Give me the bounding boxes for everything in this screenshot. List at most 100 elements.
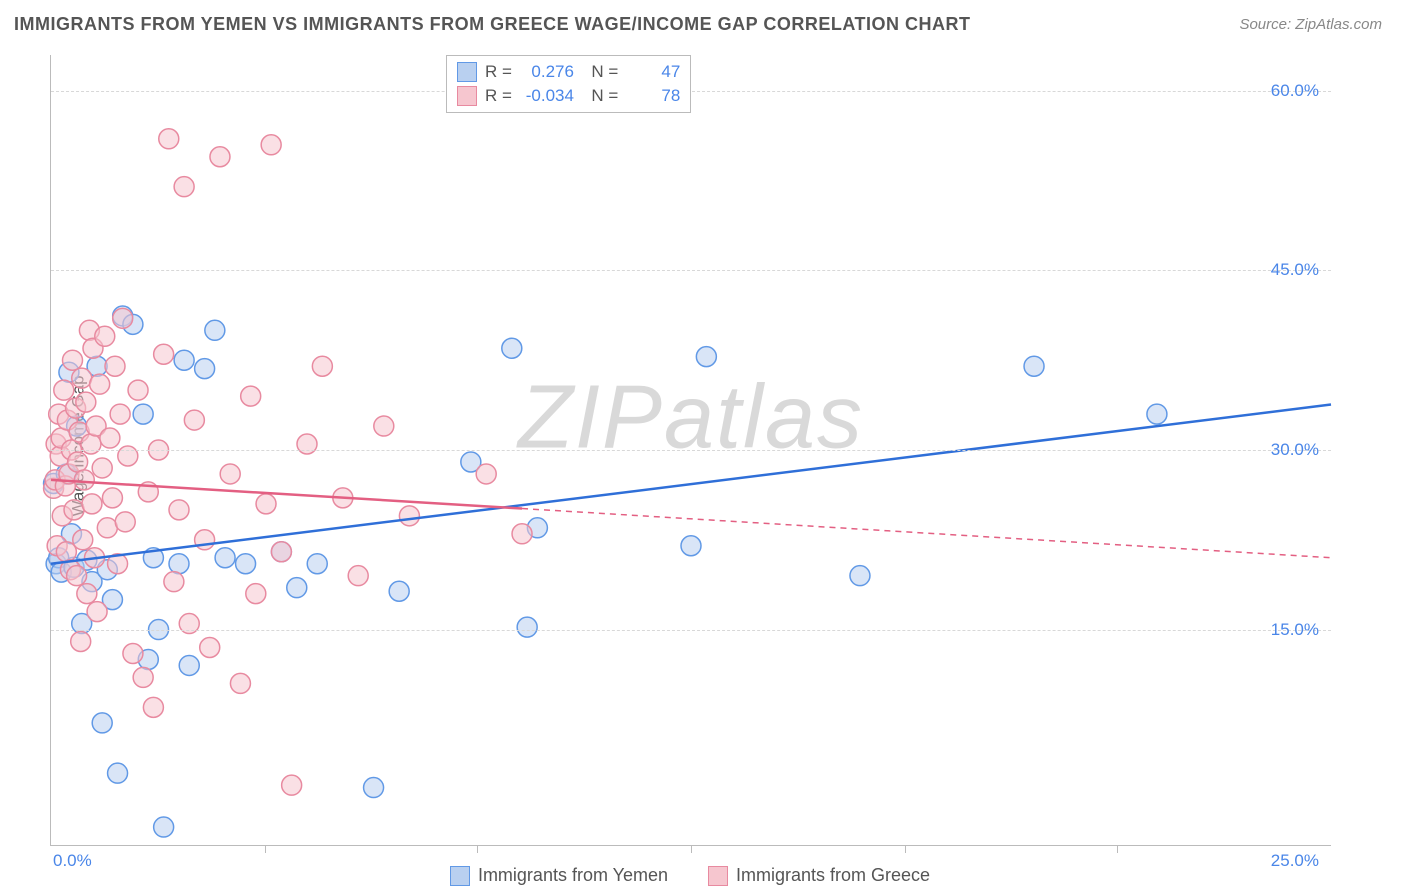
scatter-point xyxy=(364,778,384,798)
scatter-point xyxy=(236,554,256,574)
scatter-point xyxy=(307,554,327,574)
r-label: R = xyxy=(485,60,512,84)
scatter-point xyxy=(102,488,122,508)
scatter-point xyxy=(312,356,332,376)
swatch-icon xyxy=(457,86,477,106)
scatter-point xyxy=(195,359,215,379)
legend-row: R = -0.034 N = 78 xyxy=(457,84,680,108)
scatter-point xyxy=(502,338,522,358)
n-label: N = xyxy=(582,60,618,84)
scatter-point xyxy=(115,512,135,532)
series-legend: Immigrants from Yemen Immigrants from Gr… xyxy=(50,865,1330,886)
scatter-point xyxy=(205,320,225,340)
r-value: 0.276 xyxy=(520,60,574,84)
scatter-point xyxy=(1147,404,1167,424)
scatter-point xyxy=(128,380,148,400)
scatter-point xyxy=(154,817,174,837)
scatter-point xyxy=(63,350,83,370)
scatter-point xyxy=(374,416,394,436)
scatter-point xyxy=(348,566,368,586)
scatter-point xyxy=(133,667,153,687)
legend-item: Immigrants from Yemen xyxy=(450,865,668,886)
scatter-point xyxy=(54,380,74,400)
scatter-point xyxy=(1024,356,1044,376)
scatter-point xyxy=(95,326,115,346)
scatter-point xyxy=(399,506,419,526)
scatter-point xyxy=(159,129,179,149)
scatter-point xyxy=(210,147,230,167)
n-value: 47 xyxy=(626,60,680,84)
scatter-point xyxy=(512,524,532,544)
swatch-icon xyxy=(457,62,477,82)
scatter-point xyxy=(164,572,184,592)
r-label: R = xyxy=(485,84,512,108)
correlation-legend: R = 0.276 N = 47 R = -0.034 N = 78 xyxy=(446,55,691,113)
chart-title: IMMIGRANTS FROM YEMEN VS IMMIGRANTS FROM… xyxy=(14,14,971,35)
scatter-point xyxy=(76,392,96,412)
scatter-point xyxy=(105,356,125,376)
scatter-point xyxy=(287,578,307,598)
scatter-point xyxy=(72,368,92,388)
y-tick-label: 15.0% xyxy=(1271,620,1319,640)
scatter-point xyxy=(67,566,87,586)
scatter-point xyxy=(174,350,194,370)
scatter-point xyxy=(71,632,91,652)
legend-item: Immigrants from Greece xyxy=(708,865,930,886)
n-label: N = xyxy=(582,84,618,108)
scatter-point xyxy=(261,135,281,155)
source-label: Source: ZipAtlas.com xyxy=(1239,16,1382,33)
scatter-point xyxy=(97,518,117,538)
scatter-point xyxy=(246,584,266,604)
scatter-point xyxy=(215,548,235,568)
legend-row: R = 0.276 N = 47 xyxy=(457,60,680,84)
scatter-point xyxy=(143,697,163,717)
scatter-point xyxy=(195,530,215,550)
scatter-point xyxy=(92,713,112,733)
scatter-point xyxy=(220,464,240,484)
scatter-point xyxy=(68,452,88,472)
scatter-point xyxy=(110,404,130,424)
scatter-point xyxy=(92,458,112,478)
scatter-point xyxy=(64,500,84,520)
scatter-point xyxy=(123,643,143,663)
y-tick-label: 60.0% xyxy=(1271,81,1319,101)
scatter-point xyxy=(154,344,174,364)
scatter-point xyxy=(297,434,317,454)
scatter-point xyxy=(271,542,291,562)
legend-label: Immigrants from Yemen xyxy=(478,865,668,886)
legend-label: Immigrants from Greece xyxy=(736,865,930,886)
scatter-point xyxy=(389,581,409,601)
scatter-point xyxy=(200,638,220,658)
scatter-point xyxy=(108,763,128,783)
y-tick-label: 30.0% xyxy=(1271,440,1319,460)
scatter-point xyxy=(476,464,496,484)
scatter-point xyxy=(133,404,153,424)
scatter-point xyxy=(850,566,870,586)
scatter-point xyxy=(230,673,250,693)
scatter-point xyxy=(174,177,194,197)
scatter-point xyxy=(256,494,276,514)
scatter-point xyxy=(82,494,102,514)
y-tick-label: 45.0% xyxy=(1271,260,1319,280)
swatch-icon xyxy=(450,866,470,886)
scatter-point xyxy=(74,470,94,490)
scatter-point xyxy=(169,500,189,520)
scatter-point xyxy=(184,410,204,430)
scatter-point xyxy=(113,308,133,328)
scatter-point xyxy=(81,434,101,454)
scatter-point xyxy=(87,602,107,622)
scatter-point xyxy=(179,614,199,634)
scatter-point xyxy=(90,374,110,394)
swatch-icon xyxy=(708,866,728,886)
scatter-point xyxy=(169,554,189,574)
scatter-point xyxy=(73,530,93,550)
scatter-point xyxy=(282,775,302,795)
scatter-point xyxy=(100,428,120,448)
n-value: 78 xyxy=(626,84,680,108)
trend-line-dashed xyxy=(522,509,1331,558)
scatter-point xyxy=(696,347,716,367)
scatter-point xyxy=(517,617,537,637)
scatter-point xyxy=(179,655,199,675)
r-value: -0.034 xyxy=(520,84,574,108)
scatter-point xyxy=(77,584,97,604)
